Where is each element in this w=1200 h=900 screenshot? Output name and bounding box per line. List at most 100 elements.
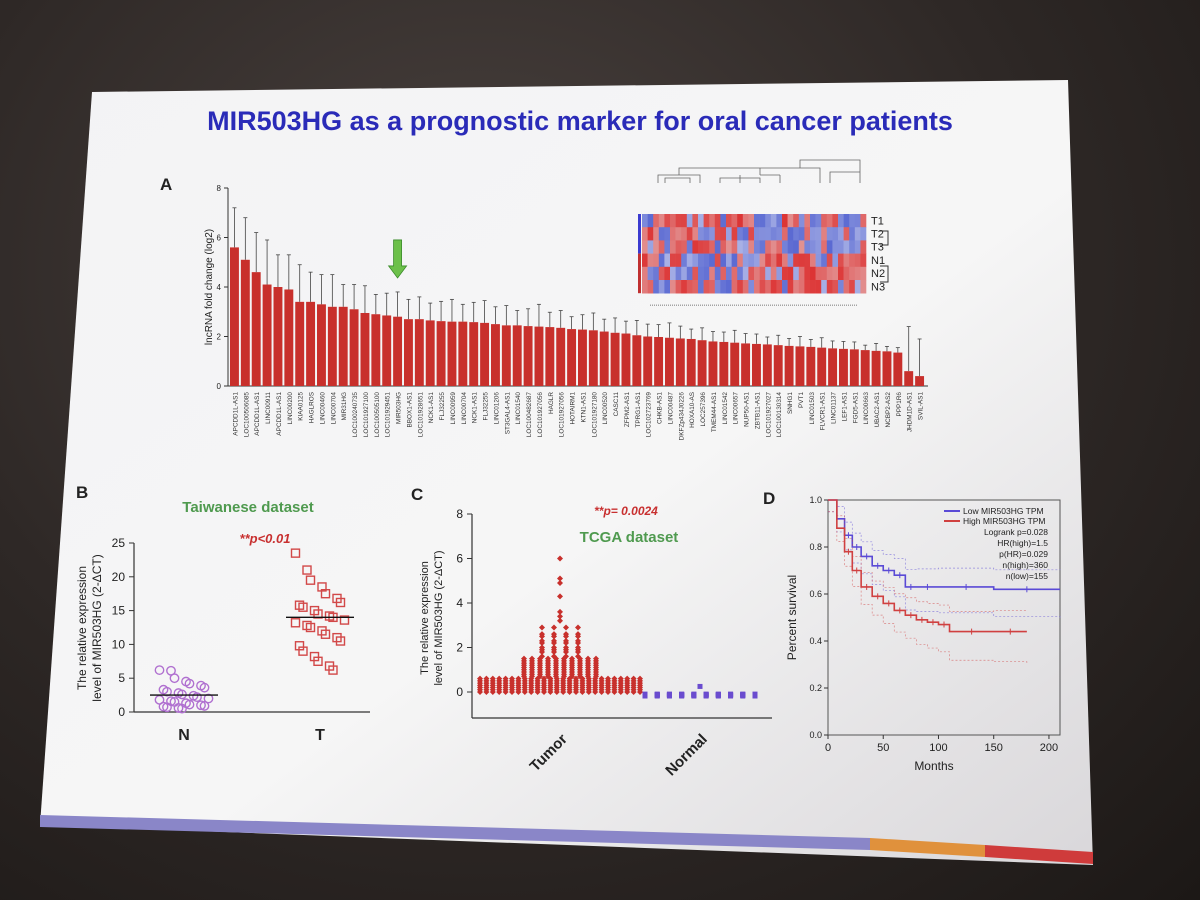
panel-a-bar	[665, 337, 674, 386]
panel-c-point-tumor	[557, 613, 563, 620]
heatmap-cell	[714, 227, 721, 241]
heatmap-cell	[658, 240, 665, 254]
heatmap-cell	[664, 240, 671, 254]
heatmap-cell	[804, 240, 811, 254]
panel-a-x-tick-label: MIR503HG	[396, 392, 403, 424]
heatmap-cell	[860, 240, 867, 254]
panel-d-x-tick-label: 0	[825, 742, 831, 754]
heatmap-cell	[782, 240, 788, 254]
panel-a-bar	[567, 329, 577, 386]
heatmap-cell	[692, 253, 699, 268]
panel-a-bar	[425, 320, 435, 386]
heatmap-cell	[720, 253, 727, 268]
heatmap-cell	[642, 214, 648, 228]
heatmap-cell	[793, 240, 800, 254]
heatmap-cell	[647, 280, 654, 294]
heatmap-cell	[849, 214, 856, 228]
panel-d-confidence-band	[828, 499, 1028, 612]
panel-a-x-tick-label: NCK1-AS1	[428, 392, 435, 424]
panel-a-x-tick-label: LOC101927056	[559, 392, 566, 438]
panel-b-point-T	[339, 615, 350, 625]
heatmap-cell	[826, 280, 833, 294]
heatmap-cell	[647, 253, 654, 268]
panel-c-point-normal	[752, 693, 758, 699]
heatmap-cell	[843, 227, 850, 241]
panel-c-point-normal	[703, 693, 709, 699]
heatmap-cell	[647, 240, 654, 254]
heatmap-cell	[776, 214, 783, 228]
heatmap-cell	[832, 227, 839, 241]
heatmap-cell	[782, 253, 788, 268]
panel-a-bar	[491, 324, 500, 386]
heatmap-cell	[787, 253, 794, 268]
panel-c-point-tumor	[637, 689, 643, 695]
panel-c-point-tumor	[557, 608, 563, 615]
panel-a-x-tick-label: APCDD1L-AS1	[232, 392, 239, 436]
panel-c-point-tumor	[560, 689, 567, 695]
panel-d-stat-label: p(HR)=0.029	[999, 549, 1048, 559]
panel-a-x-tick-label: LOC101927100	[363, 392, 370, 438]
heatmap-cell	[782, 280, 788, 294]
panel-c-point-normal	[691, 693, 697, 699]
panel-a-bar	[762, 344, 772, 386]
heatmap-cell	[698, 280, 704, 294]
heatmap-cell	[787, 214, 794, 228]
panel-a-bar	[893, 352, 903, 386]
panel-a-x-tick-label: APCDD1L-AS1	[254, 392, 261, 436]
panel-b-point-N	[203, 693, 214, 704]
panel-a-bar	[327, 306, 337, 386]
panel-a-x-tick-label: PPP1R6	[896, 392, 903, 417]
heatmap-cell	[686, 266, 693, 281]
panel-a-bar	[741, 343, 751, 386]
panel-a-bar	[534, 326, 544, 386]
panel-b-point-N	[169, 673, 180, 684]
heatmap-cell	[653, 280, 660, 294]
panel-a-x-tick-label: ST3GAL4-AS1	[504, 392, 511, 435]
heatmap-cell	[726, 266, 732, 281]
heatmap-cell	[681, 240, 688, 254]
heatmap-cell	[653, 253, 660, 268]
heatmap-cell	[658, 266, 665, 281]
heatmap-cell	[782, 214, 788, 228]
heatmap-cell	[843, 266, 850, 281]
heatmap-cell	[670, 253, 676, 268]
panel-b: B Taiwanese dataset **p<0.01 0 5 10 15 20 25 T…	[75, 483, 370, 744]
panel-a-bar	[828, 348, 838, 386]
panel-c-point-tumor	[630, 689, 637, 695]
heatmap-cell	[748, 253, 755, 268]
panel-a-bar	[556, 327, 566, 386]
heatmap-cell	[714, 280, 721, 294]
heatmap-cell	[754, 253, 760, 268]
heatmap-cell	[726, 227, 732, 241]
heatmap-cell	[798, 280, 805, 294]
heatmap-cell	[860, 280, 867, 294]
heatmap-cell	[793, 253, 800, 268]
panel-a-x-tick-label: MIR31HG	[341, 392, 348, 420]
heatmap-cell	[698, 253, 704, 268]
panel-a-y-tick-label: 4	[217, 283, 222, 292]
panel-c-point-tumor	[557, 555, 563, 562]
heatmap-cell	[821, 280, 828, 294]
panel-c-point-tumor	[539, 640, 545, 647]
panel-b-y-tick-label: 5	[118, 671, 125, 685]
heatmap-cell	[849, 240, 856, 254]
heatmap-cell	[838, 214, 844, 228]
heatmap-cell	[821, 227, 828, 241]
panel-b-point-T	[298, 602, 308, 612]
panel-c-point-tumor	[563, 633, 569, 640]
heatmap-cell	[726, 253, 732, 268]
panel-a-bar	[730, 342, 740, 386]
panel-a-bar	[752, 343, 761, 386]
panel-a-x-tick-label: ZBTB11-AS1	[754, 392, 761, 430]
panel-c-title: TCGA dataset	[580, 529, 679, 546]
panel-c-point-tumor	[592, 689, 599, 695]
heatmap-cell	[854, 280, 861, 294]
panel-c-point-normal	[715, 693, 721, 699]
panel-a-y-tick-label: 2	[217, 333, 222, 342]
panel-c-point-tumor	[528, 689, 535, 695]
heatmap-cell	[726, 280, 732, 294]
heatmap-cell	[759, 227, 766, 241]
heatmap-cell	[849, 227, 856, 241]
